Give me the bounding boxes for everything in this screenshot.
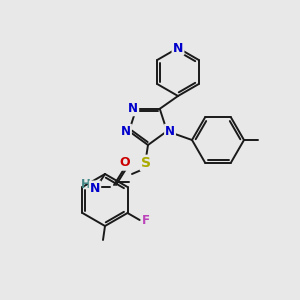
Text: N: N bbox=[165, 125, 175, 138]
Text: F: F bbox=[142, 214, 150, 226]
Text: O: O bbox=[120, 157, 130, 169]
Text: H: H bbox=[81, 178, 91, 191]
Text: N: N bbox=[173, 41, 183, 55]
Text: N: N bbox=[121, 125, 131, 138]
Text: S: S bbox=[141, 156, 151, 170]
Text: N: N bbox=[90, 182, 100, 194]
Text: N: N bbox=[128, 102, 138, 115]
